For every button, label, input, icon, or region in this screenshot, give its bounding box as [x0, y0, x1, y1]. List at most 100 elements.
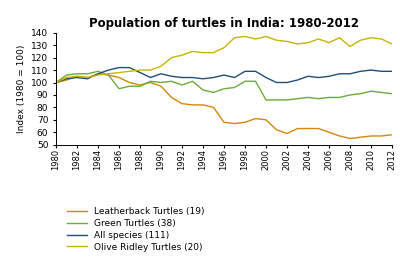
All species (111)	[158, 72, 164, 75]
All species (111)	[117, 66, 122, 69]
Olive Ridley Turtles (20)	[148, 69, 153, 72]
Green Turtles (38)	[390, 92, 394, 95]
All species (111)	[222, 73, 226, 77]
Olive Ridley Turtles (20)	[96, 73, 100, 77]
All species (111)	[358, 70, 363, 73]
All species (111)	[138, 71, 142, 74]
Olive Ridley Turtles (20)	[253, 37, 258, 41]
Green Turtles (38)	[138, 85, 142, 88]
Olive Ridley Turtles (20)	[127, 70, 132, 73]
Title: Population of turtles in India: 1980-2012: Population of turtles in India: 1980-201…	[89, 17, 359, 30]
Line: Green Turtles (38): Green Turtles (38)	[56, 71, 392, 100]
All species (111)	[106, 69, 111, 72]
Leatherback Turtles (19)	[54, 81, 58, 84]
Leatherback Turtles (19)	[180, 102, 184, 105]
All species (111)	[390, 70, 394, 73]
All species (111)	[285, 81, 290, 84]
Olive Ridley Turtles (20)	[379, 37, 384, 41]
Leatherback Turtles (19)	[306, 127, 310, 130]
Olive Ridley Turtles (20)	[190, 50, 195, 53]
Olive Ridley Turtles (20)	[106, 72, 111, 75]
Green Turtles (38)	[369, 90, 374, 93]
Olive Ridley Turtles (20)	[85, 76, 90, 79]
Olive Ridley Turtles (20)	[158, 65, 164, 68]
Leatherback Turtles (19)	[264, 118, 268, 121]
All species (111)	[232, 76, 237, 79]
All species (111)	[326, 75, 331, 78]
Green Turtles (38)	[358, 92, 363, 95]
All species (111)	[242, 70, 247, 73]
Green Turtles (38)	[295, 97, 300, 100]
Olive Ridley Turtles (20)	[222, 46, 226, 49]
All species (111)	[369, 69, 374, 72]
Olive Ridley Turtles (20)	[169, 56, 174, 59]
Olive Ridley Turtles (20)	[64, 76, 69, 79]
Leatherback Turtles (19)	[190, 103, 195, 106]
All species (111)	[127, 66, 132, 69]
Green Turtles (38)	[306, 96, 310, 99]
Olive Ridley Turtles (20)	[54, 81, 58, 84]
Leatherback Turtles (19)	[369, 134, 374, 138]
All species (111)	[337, 72, 342, 75]
Leatherback Turtles (19)	[295, 127, 300, 130]
All species (111)	[148, 76, 153, 79]
Green Turtles (38)	[158, 81, 164, 84]
All species (111)	[54, 81, 58, 84]
All species (111)	[316, 76, 321, 79]
Leatherback Turtles (19)	[85, 76, 90, 79]
All species (111)	[211, 76, 216, 79]
Olive Ridley Turtles (20)	[74, 75, 79, 78]
Leatherback Turtles (19)	[148, 81, 153, 84]
Leatherback Turtles (19)	[242, 121, 247, 124]
Leatherback Turtles (19)	[169, 96, 174, 99]
Leatherback Turtles (19)	[253, 117, 258, 120]
Green Turtles (38)	[74, 72, 79, 75]
Green Turtles (38)	[106, 73, 111, 77]
All species (111)	[190, 76, 195, 79]
Leatherback Turtles (19)	[96, 72, 100, 75]
All species (111)	[253, 70, 258, 73]
Olive Ridley Turtles (20)	[242, 35, 247, 38]
Green Turtles (38)	[180, 83, 184, 87]
All species (111)	[201, 77, 206, 81]
Green Turtles (38)	[222, 87, 226, 90]
Green Turtles (38)	[96, 70, 100, 73]
All species (111)	[74, 76, 79, 79]
Leatherback Turtles (19)	[358, 136, 363, 139]
Green Turtles (38)	[85, 72, 90, 75]
Leatherback Turtles (19)	[127, 81, 132, 84]
Olive Ridley Turtles (20)	[201, 51, 206, 54]
Leatherback Turtles (19)	[117, 76, 122, 79]
Green Turtles (38)	[348, 93, 352, 97]
Olive Ridley Turtles (20)	[326, 41, 331, 44]
Green Turtles (38)	[54, 81, 58, 84]
Olive Ridley Turtles (20)	[358, 38, 363, 42]
Leatherback Turtles (19)	[74, 75, 79, 78]
Leatherback Turtles (19)	[326, 130, 331, 134]
Olive Ridley Turtles (20)	[316, 37, 321, 41]
Olive Ridley Turtles (20)	[285, 40, 290, 43]
All species (111)	[379, 70, 384, 73]
Leatherback Turtles (19)	[337, 134, 342, 138]
Olive Ridley Turtles (20)	[274, 38, 279, 42]
Line: Olive Ridley Turtles (20): Olive Ridley Turtles (20)	[56, 37, 392, 82]
Leatherback Turtles (19)	[390, 133, 394, 136]
Olive Ridley Turtles (20)	[390, 42, 394, 46]
Olive Ridley Turtles (20)	[138, 69, 142, 72]
Green Turtles (38)	[285, 98, 290, 102]
Olive Ridley Turtles (20)	[264, 35, 268, 38]
All species (111)	[348, 72, 352, 75]
Leatherback Turtles (19)	[64, 78, 69, 82]
All species (111)	[306, 75, 310, 78]
Leatherback Turtles (19)	[222, 121, 226, 124]
Leatherback Turtles (19)	[211, 106, 216, 109]
Leatherback Turtles (19)	[379, 134, 384, 138]
Green Turtles (38)	[201, 88, 206, 92]
Leatherback Turtles (19)	[106, 73, 111, 77]
Olive Ridley Turtles (20)	[180, 54, 184, 57]
Green Turtles (38)	[316, 97, 321, 100]
All species (111)	[264, 76, 268, 79]
Line: Leatherback Turtles (19): Leatherback Turtles (19)	[56, 74, 392, 138]
Olive Ridley Turtles (20)	[211, 51, 216, 54]
Green Turtles (38)	[232, 86, 237, 89]
